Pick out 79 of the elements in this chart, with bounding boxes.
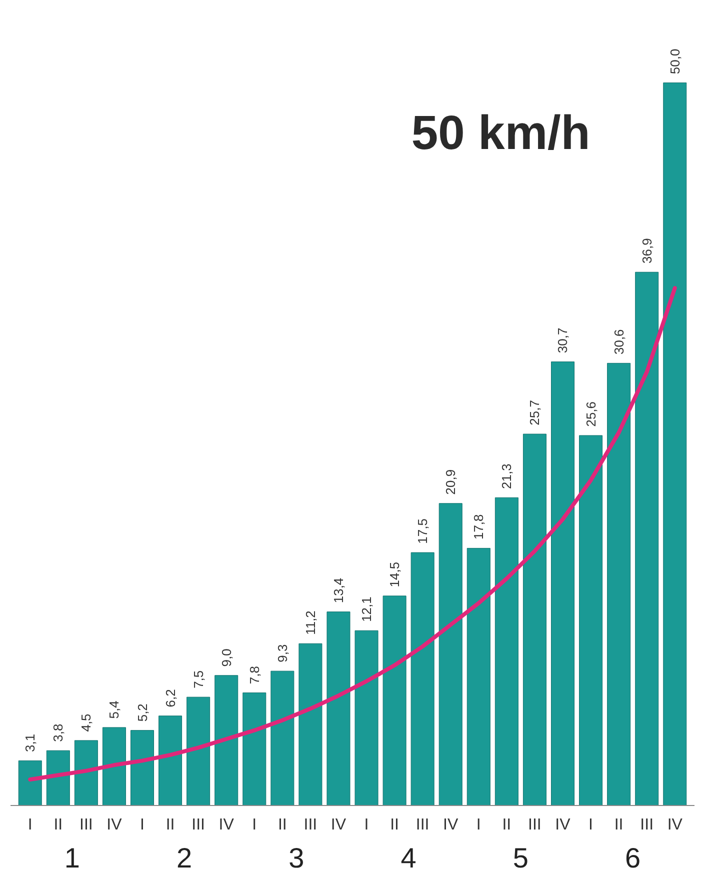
text: 1 bbox=[64, 842, 80, 870]
x-tick-label: IV bbox=[555, 816, 571, 834]
x-tick-label: IV bbox=[330, 816, 346, 834]
x-tick-label: I bbox=[252, 816, 257, 834]
data-label: 30,6 bbox=[611, 329, 626, 355]
bar bbox=[579, 435, 603, 806]
x-tick-label: II bbox=[390, 816, 399, 834]
bar bbox=[522, 434, 546, 806]
bar bbox=[382, 596, 406, 806]
bar bbox=[551, 361, 574, 806]
data-label: 14,5 bbox=[387, 562, 402, 588]
data-label: 12,1 bbox=[359, 596, 374, 622]
data-label: 21,3 bbox=[499, 464, 514, 489]
x-tick-label: III bbox=[192, 816, 205, 834]
text: 4 bbox=[400, 842, 416, 870]
x-tick-label: IV bbox=[218, 816, 234, 834]
x-tick-label: II bbox=[54, 816, 63, 834]
x-tick-label: IV bbox=[106, 816, 122, 834]
bar bbox=[326, 612, 350, 806]
x-tick-label: II bbox=[278, 816, 287, 834]
bar bbox=[607, 362, 631, 806]
data-label: 9,0 bbox=[218, 648, 234, 667]
data-label: 13,4 bbox=[330, 578, 346, 604]
data-label: 4,5 bbox=[78, 714, 94, 732]
bar bbox=[270, 670, 294, 806]
x-tick-label: III bbox=[304, 816, 318, 834]
x-tick-label: III bbox=[416, 816, 430, 834]
bar bbox=[158, 716, 182, 806]
bar bbox=[354, 630, 378, 806]
bar bbox=[635, 272, 659, 806]
bar bbox=[242, 692, 266, 806]
x-tick-label: I bbox=[364, 816, 369, 834]
x-tick-label: I bbox=[588, 816, 594, 834]
bar bbox=[298, 643, 322, 806]
data-label: 5,4 bbox=[106, 700, 122, 719]
x-tick-label: IV bbox=[443, 816, 458, 834]
x-tick-label: II bbox=[614, 816, 624, 834]
data-label: 3,8 bbox=[50, 724, 66, 742]
x-tick-label: I bbox=[476, 816, 481, 834]
x-tick-label: II bbox=[502, 816, 512, 834]
data-label: 7,5 bbox=[190, 670, 206, 688]
bar bbox=[130, 730, 154, 806]
x-tick-label: I bbox=[140, 816, 144, 834]
bar bbox=[74, 740, 98, 806]
data-label: 25,7 bbox=[527, 400, 542, 426]
data-label: 11,2 bbox=[302, 610, 318, 635]
data-label: 20,9 bbox=[443, 469, 458, 495]
bar bbox=[466, 548, 490, 806]
bar bbox=[410, 552, 434, 806]
bar bbox=[438, 503, 462, 806]
data-label: 17,8 bbox=[471, 514, 486, 540]
bar bbox=[214, 675, 238, 806]
x-tick-label: III bbox=[528, 816, 542, 834]
data-label: 6,2 bbox=[162, 689, 178, 708]
data-label: 7,8 bbox=[246, 666, 262, 684]
text: 2 bbox=[176, 842, 192, 870]
data-label: 36,9 bbox=[639, 238, 654, 264]
data-label: 30,7 bbox=[555, 328, 570, 354]
bar bbox=[102, 727, 126, 806]
x-tick-label: I bbox=[28, 816, 32, 834]
annotation: 50 km/h bbox=[411, 106, 590, 160]
data-label: 9,3 bbox=[274, 644, 290, 662]
data-label: 5,2 bbox=[134, 704, 150, 722]
bar bbox=[46, 750, 70, 806]
bar bbox=[186, 696, 210, 806]
data-label: 3,1 bbox=[22, 734, 38, 752]
data-label: 50,0 bbox=[667, 48, 682, 74]
bar bbox=[18, 760, 42, 806]
x-tick-label: IV bbox=[667, 816, 683, 834]
text: 3 bbox=[288, 842, 304, 870]
data-label: 17,5 bbox=[415, 518, 430, 544]
x-tick-label: III bbox=[640, 816, 654, 834]
data-label: 25,6 bbox=[583, 401, 598, 427]
bar bbox=[663, 82, 687, 806]
text: 6 bbox=[625, 842, 641, 870]
bar bbox=[494, 497, 518, 806]
text: 5 bbox=[512, 842, 528, 870]
x-tick-label: III bbox=[80, 816, 93, 834]
x-tick-label: II bbox=[166, 816, 175, 834]
